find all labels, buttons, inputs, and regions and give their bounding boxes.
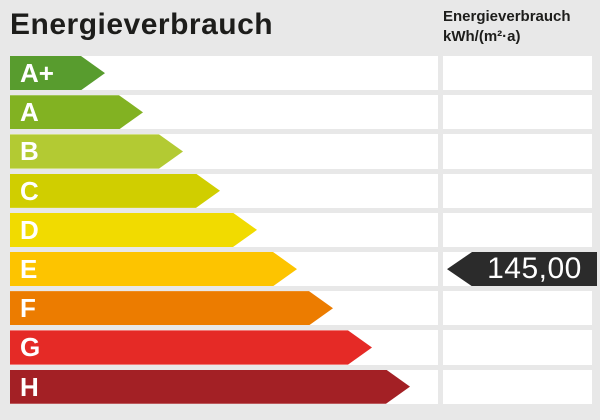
rating-bar-label: F xyxy=(20,293,36,324)
unit-header-line1: Energieverbrauch xyxy=(443,8,571,25)
rating-cell xyxy=(443,369,592,404)
unit-header: Energieverbrauch kWh/(m²·a) xyxy=(443,7,593,47)
rating-cell xyxy=(443,95,592,130)
rating-bar-label: E xyxy=(20,253,38,284)
rating-cell xyxy=(443,212,592,248)
rating-bar-label: H xyxy=(20,371,39,402)
rating-bar: F xyxy=(10,291,333,325)
value-marker: 145,00 xyxy=(447,252,597,287)
unit-header-line2: kWh/(m²·a) xyxy=(443,28,521,45)
rating-row: B xyxy=(0,134,600,169)
rating-bar: H xyxy=(10,370,410,404)
rating-row: A xyxy=(0,95,600,130)
rating-cell xyxy=(443,291,592,326)
rating-cell xyxy=(443,173,592,208)
rating-row: D xyxy=(0,212,600,248)
rating-row: F xyxy=(0,291,600,326)
rating-scale: A+ A B C D E F xyxy=(0,56,600,409)
rating-bar: D xyxy=(10,213,257,247)
rating-bar: G xyxy=(10,330,372,364)
rating-bar: B xyxy=(10,134,183,168)
rating-bar-label: A+ xyxy=(20,58,54,88)
rating-cell xyxy=(443,134,592,169)
page-title: Energieverbrauch xyxy=(10,8,274,41)
rating-cell xyxy=(443,56,592,91)
value-marker-label: 145,00 xyxy=(487,252,582,286)
rating-bar: A xyxy=(10,95,143,129)
rating-bar-label: C xyxy=(20,175,39,206)
rating-bar-label: B xyxy=(20,136,39,167)
rating-row: H xyxy=(0,369,600,404)
rating-bar: C xyxy=(10,174,220,208)
rating-bar-label: A xyxy=(20,97,39,128)
rating-row: G xyxy=(0,330,600,365)
rating-bar: E xyxy=(10,252,297,286)
rating-cell xyxy=(443,330,592,365)
rating-row: A+ xyxy=(0,56,600,91)
rating-row: C xyxy=(0,173,600,208)
rating-bar-label: G xyxy=(20,332,41,363)
rating-bar-label: D xyxy=(20,214,39,245)
